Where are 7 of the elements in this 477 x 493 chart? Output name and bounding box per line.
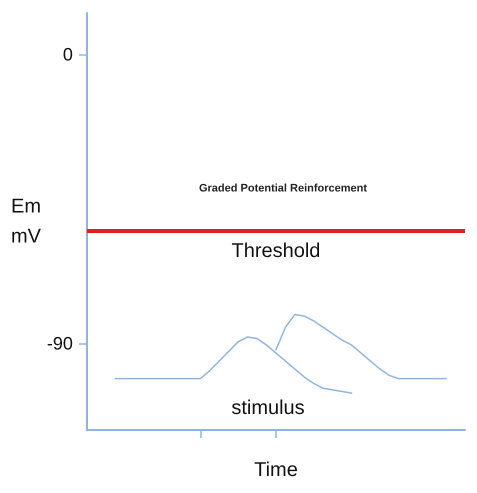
text: Graded Potential Reinforcement	[198, 182, 368, 194]
ref-line-label: Threshold	[231, 240, 320, 262]
y-tick-label: 0	[62, 44, 73, 65]
y-tick-label: -90	[46, 333, 73, 354]
y-axis-title: Em mV	[11, 196, 42, 248]
x-axis-title: Time	[254, 459, 298, 481]
annotation: stimulus	[231, 397, 305, 419]
